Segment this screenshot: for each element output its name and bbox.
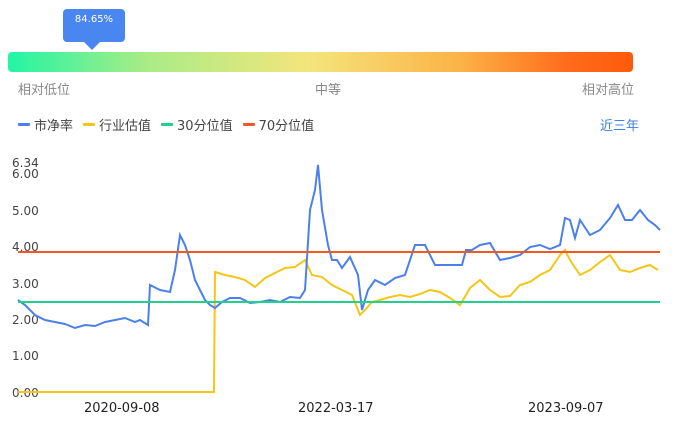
y-tick-label: 6.34: [12, 156, 39, 170]
y-tick-label: 4.00: [12, 240, 39, 254]
y-axis-ticks: 6.34 6.00 5.00 4.00 3.00 2.00 1.00 0.00: [12, 156, 39, 400]
x-tick-label: 2023-09-07: [528, 401, 604, 416]
legend-label-pb: 市净率: [34, 119, 74, 134]
x-axis-ticks: 2020-09-08 2022-03-17 2023-09-07: [84, 401, 604, 416]
legend-item-industry[interactable]: 行业估值: [83, 115, 151, 134]
chart-legend: 市净率 行业估值 30分位值 70分位值: [18, 115, 324, 134]
scale-low-label: 相对低位: [18, 83, 71, 98]
percentile-gradient-bar: [8, 52, 633, 72]
series-line-industry: [18, 248, 659, 393]
x-tick-label: 2022-03-17: [298, 401, 374, 416]
range-selector-button[interactable]: 近三年: [600, 119, 640, 134]
legend-swatch-industry: [83, 123, 96, 126]
percentile-tooltip: 84.65%: [63, 9, 125, 42]
series-line-pb: [17, 164, 661, 330]
x-tick-label: 2020-09-08: [84, 401, 160, 416]
y-tick-label: 5.00: [12, 204, 39, 218]
legend-item-p30[interactable]: 30分位值: [161, 115, 233, 134]
legend-swatch-p30: [161, 123, 174, 126]
legend-swatch-pb: [18, 123, 30, 126]
legend-swatch-p70: [242, 123, 255, 126]
scale-mid-label: 中等: [315, 83, 342, 98]
legend-label-p30: 30分位值: [177, 119, 233, 134]
legend-item-pb[interactable]: 市净率: [18, 115, 73, 134]
valuation-line-chart: 6.34 6.00 5.00 4.00 3.00 2.00 1.00 0.00 …: [12, 156, 661, 416]
legend-item-p70[interactable]: 70分位值: [242, 115, 315, 134]
y-tick-label: 1.00: [12, 349, 39, 363]
scale-high-label: 相对高位: [582, 83, 635, 98]
tooltip-pointer-icon: [84, 42, 100, 50]
legend-label-industry: 行业估值: [99, 119, 152, 134]
y-tick-label: 2.00: [12, 313, 39, 327]
percentile-value-label: 84.65%: [74, 14, 114, 25]
y-tick-label: 6.00: [12, 167, 39, 181]
legend-label-p70: 70分位值: [258, 119, 315, 134]
y-tick-label: 3.00: [12, 277, 39, 291]
